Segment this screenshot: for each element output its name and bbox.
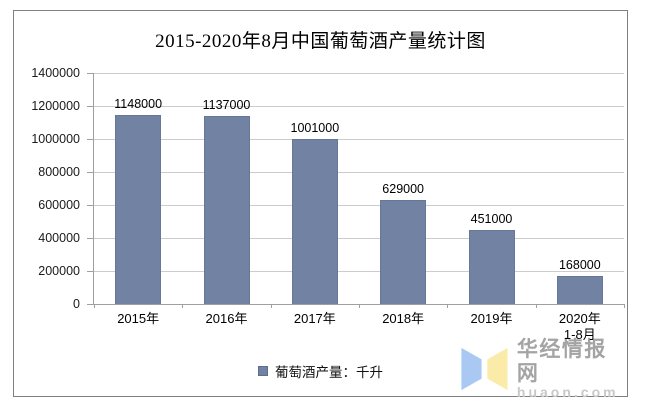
- bar-value-label: 1148000: [114, 96, 163, 111]
- logo-right-page: [487, 348, 508, 391]
- bar: [468, 229, 515, 304]
- logo-left-page: [461, 348, 482, 391]
- y-axis-label: 400000: [38, 231, 80, 245]
- x-axis-tick: [535, 304, 537, 308]
- gridline: [94, 105, 624, 107]
- y-axis-label: 1200000: [31, 99, 80, 113]
- legend-marker: [258, 366, 268, 376]
- x-axis-label-line: 2018年: [382, 311, 425, 326]
- y-axis-label: 1400000: [31, 66, 80, 80]
- bar-value-label: 451000: [470, 211, 513, 226]
- watermark-name: 华经情报网: [516, 338, 607, 385]
- x-axis-label: 2020年 1-8月: [559, 311, 601, 344]
- x-axis-label-line: 2019年: [470, 311, 513, 326]
- x-axis-tick: [270, 304, 272, 308]
- x-axis-label-line: 2020年: [558, 311, 601, 326]
- gridline: [94, 270, 624, 272]
- x-axis-label-line: 2017年: [293, 311, 336, 326]
- x-axis-label: 2018年: [382, 311, 424, 327]
- bar: [115, 114, 162, 304]
- x-axis-label: 2015年: [117, 311, 159, 327]
- x-axis-label-line: 2016年: [205, 311, 248, 326]
- chart-title: 2015-2020年8月中国葡萄酒产量统计图: [155, 31, 486, 52]
- watermark-text: 华经情报网 huaon.com: [517, 338, 627, 401]
- y-axis-label: 600000: [38, 198, 80, 212]
- x-axis-label-line: 1-8月: [563, 327, 596, 343]
- plot-area: 1148000 2015年 1137000 2016年 1001000 2017年 6290…: [93, 72, 625, 342]
- y-axis-tick: [87, 172, 93, 173]
- bar: [291, 138, 338, 304]
- y-axis-label: 200000: [38, 264, 80, 278]
- x-axis-label: 2016年: [206, 311, 248, 327]
- bar: [203, 116, 250, 304]
- gridline: [94, 204, 624, 206]
- legend-label: 葡萄酒产量：千升: [275, 365, 383, 380]
- x-axis-tick: [624, 304, 625, 308]
- watermark: 华经情报网 huaon.com: [460, 338, 627, 401]
- chart-frame: 2015-2020年8月中国葡萄酒产量统计图 华经情报网 huaon.com 1…: [13, 10, 628, 400]
- bar-value-label: 1137000: [202, 98, 251, 113]
- bar-value-label: 1001000: [290, 120, 340, 135]
- x-axis-label-line: 2015年: [117, 311, 160, 326]
- watermark-domain: huaon.com: [516, 384, 619, 401]
- x-axis-label: 2019年: [471, 311, 513, 327]
- y-axis-tick: [87, 106, 93, 107]
- y-axis-label: 1000000: [31, 132, 80, 146]
- bar: [556, 276, 603, 304]
- y-axis-tick: [87, 205, 93, 206]
- gridline: [94, 171, 624, 173]
- legend: 葡萄酒产量：千升: [14, 361, 627, 381]
- gridline: [94, 237, 624, 239]
- y-axis-label: 0: [73, 297, 80, 311]
- y-axis-tick: [87, 304, 93, 305]
- x-axis-tick: [182, 304, 184, 308]
- y-axis-tick: [87, 139, 93, 140]
- x-axis-tick: [359, 304, 360, 308]
- gridline: [94, 138, 624, 140]
- bar: [380, 200, 427, 304]
- x-axis-label: 2017年: [294, 311, 336, 327]
- x-axis-tick: [447, 304, 449, 308]
- y-axis-tick: [87, 271, 93, 272]
- x-axis-tick: [94, 304, 95, 308]
- bar-value-label: 168000: [558, 258, 601, 273]
- bar-value-label: 629000: [382, 182, 425, 197]
- y-axis-tick: [87, 73, 93, 74]
- gridline: [94, 72, 624, 74]
- y-axis-label: 800000: [38, 165, 80, 179]
- y-axis-tick: [87, 238, 93, 239]
- huaon-logo-icon: [461, 348, 508, 391]
